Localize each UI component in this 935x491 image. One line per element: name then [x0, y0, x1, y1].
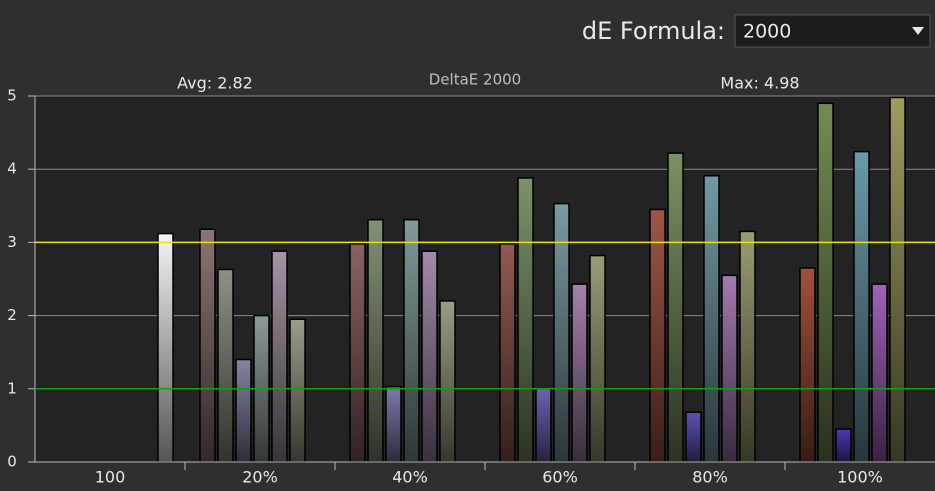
bar: [799, 267, 816, 463]
bar: [271, 250, 288, 463]
y-tick-label: 3: [7, 233, 17, 251]
bar: [817, 102, 834, 463]
x-tick-label: 40%: [392, 468, 428, 487]
formula-label: dE Formula:: [582, 17, 725, 45]
chart-title: DeltaE 2000: [429, 71, 521, 89]
bar: [667, 152, 684, 463]
bar: [421, 250, 438, 463]
bar: [385, 385, 402, 463]
bar: [439, 300, 456, 463]
bar: [649, 208, 666, 463]
bar: [739, 230, 756, 463]
bar: [367, 218, 384, 463]
bar: [721, 274, 738, 463]
x-tick-label: 20%: [242, 468, 278, 487]
formula-dropdown[interactable]: 2000: [734, 14, 931, 48]
bar: [403, 218, 420, 463]
bar: [889, 96, 906, 463]
x-tick-label: 100: [95, 468, 126, 487]
dropdown-arrow[interactable]: [912, 27, 924, 35]
dropdown-box[interactable]: [734, 14, 931, 48]
bar: [499, 243, 516, 463]
bar: [835, 428, 852, 463]
bar: [853, 150, 870, 463]
bar: [157, 232, 174, 463]
y-tick-label: 1: [7, 379, 17, 397]
y-tick-label: 0: [7, 453, 17, 471]
bar: [235, 358, 252, 463]
bar: [349, 243, 366, 463]
y-tick-label: 4: [7, 160, 17, 178]
dropdown-value[interactable]: 2000: [743, 21, 791, 43]
y-tick-label: 5: [7, 87, 17, 105]
x-tick-label: 60%: [542, 468, 578, 487]
bar: [535, 388, 552, 463]
bar: [703, 175, 720, 463]
avg-label: Avg: 2.82: [177, 74, 253, 93]
bar: [289, 318, 306, 463]
plot-area: [35, 96, 935, 462]
bar: [217, 268, 234, 463]
bar: [685, 411, 702, 463]
max-label: Max: 4.98: [720, 74, 799, 93]
bar: [199, 228, 216, 463]
x-tick-label: 80%: [692, 468, 728, 487]
bar: [589, 254, 606, 463]
y-tick-label: 2: [7, 306, 17, 324]
x-tick-label: 100%: [837, 468, 883, 487]
bar: [571, 283, 588, 463]
bar: [871, 283, 888, 463]
bar: [517, 177, 534, 463]
